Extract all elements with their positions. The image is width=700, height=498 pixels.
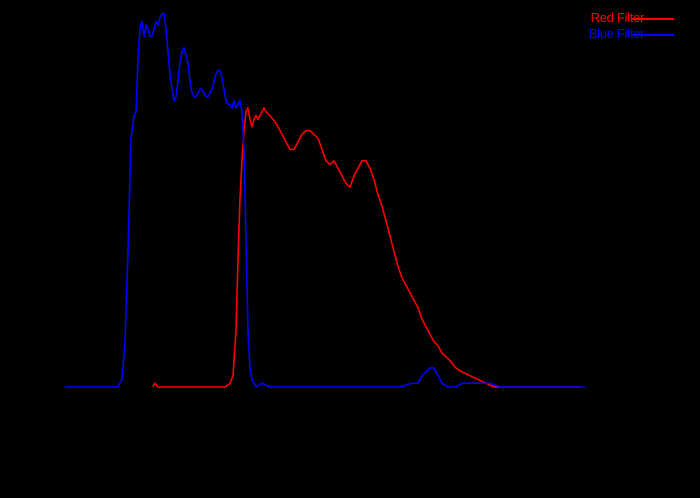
red-filter-curve xyxy=(152,107,580,388)
legend-label-blue: Blue Filter xyxy=(588,26,645,41)
legend-item-red: Red Filter xyxy=(540,10,700,26)
legend-swatch-red xyxy=(631,18,674,20)
legend-swatch-blue xyxy=(631,34,674,36)
legend: Red Filter Blue Filter xyxy=(540,10,700,42)
legend-label-red: Red Filter xyxy=(590,10,645,25)
legend-item-blue: Blue Filter xyxy=(540,26,700,42)
blue-filter-curve xyxy=(65,13,585,388)
